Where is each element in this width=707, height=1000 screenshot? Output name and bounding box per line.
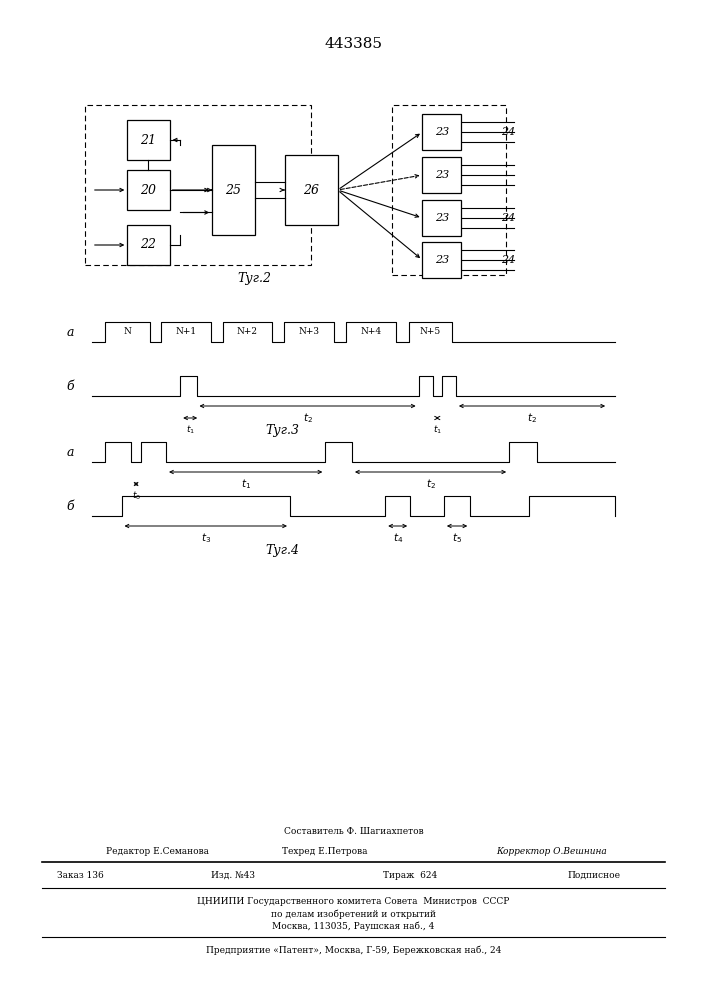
Text: N+5: N+5 — [420, 328, 441, 336]
Text: 23: 23 — [435, 213, 449, 223]
Bar — [212, 145, 255, 235]
Text: Подписное: Подписное — [568, 870, 620, 880]
Text: $t_1$: $t_1$ — [186, 424, 194, 436]
Text: а: а — [66, 326, 74, 338]
Text: 25: 25 — [226, 184, 241, 196]
Text: $t_1$: $t_1$ — [433, 424, 442, 436]
Text: $t_0$: $t_0$ — [132, 490, 141, 502]
Bar — [127, 225, 170, 265]
Text: N+4: N+4 — [361, 328, 382, 336]
Text: Изд. №43: Изд. №43 — [211, 870, 255, 880]
Bar — [127, 170, 170, 210]
Text: 21: 21 — [141, 133, 156, 146]
Text: Τуг.2: Τуг.2 — [238, 272, 271, 285]
Text: Предприятие «Патент», Москва, Г-59, Бережковская наб., 24: Предприятие «Патент», Москва, Г-59, Бере… — [206, 945, 501, 955]
Text: 443385: 443385 — [325, 37, 382, 51]
Bar — [392, 105, 506, 275]
Text: $t_2$: $t_2$ — [527, 411, 537, 425]
Text: N+1: N+1 — [175, 328, 197, 336]
Text: а: а — [66, 446, 74, 458]
Text: 24: 24 — [501, 255, 515, 265]
Text: Τуг.4: Τуг.4 — [266, 544, 300, 557]
Text: $t_3$: $t_3$ — [201, 531, 211, 545]
Text: $t_4$: $t_4$ — [392, 531, 403, 545]
Text: Тираж  624: Тираж 624 — [383, 870, 437, 880]
Text: Τуг.3: Τуг.3 — [266, 424, 300, 437]
Text: N: N — [123, 328, 132, 336]
Text: $t_1$: $t_1$ — [240, 477, 251, 491]
Text: 23: 23 — [435, 127, 449, 137]
Text: 23: 23 — [435, 255, 449, 265]
Bar — [127, 120, 170, 160]
Text: Редактор Е.Семанова: Редактор Е.Семанова — [106, 848, 209, 856]
Bar — [423, 114, 462, 150]
Text: 26: 26 — [303, 184, 319, 196]
Text: Составитель Ф. Шагиахпетов: Составитель Ф. Шагиахпетов — [284, 828, 423, 836]
Text: б: б — [66, 379, 74, 392]
Text: по делам изобретений и открытий: по делам изобретений и открытий — [271, 909, 436, 919]
Text: 22: 22 — [141, 238, 156, 251]
Text: Корректор О.Вешнина: Корректор О.Вешнина — [496, 848, 607, 856]
Text: ЦНИИПИ Государственного комитета Совета  Министров  СССР: ЦНИИПИ Государственного комитета Совета … — [197, 898, 510, 906]
Bar — [423, 242, 462, 278]
Text: $t_2$: $t_2$ — [426, 477, 436, 491]
Text: 24: 24 — [501, 213, 515, 223]
Text: б: б — [66, 499, 74, 512]
Bar — [423, 157, 462, 193]
Text: N+2: N+2 — [237, 328, 258, 336]
Text: 23: 23 — [435, 170, 449, 180]
Text: $t_5$: $t_5$ — [452, 531, 462, 545]
Bar — [85, 105, 311, 265]
Text: $t_2$: $t_2$ — [303, 411, 312, 425]
Text: 20: 20 — [141, 184, 156, 196]
Bar — [284, 155, 338, 225]
Text: Заказ 136: Заказ 136 — [57, 870, 103, 880]
Text: N+3: N+3 — [298, 328, 320, 336]
Text: 24: 24 — [501, 127, 515, 137]
Bar — [423, 200, 462, 236]
Text: Москва, 113035, Раушская наб., 4: Москва, 113035, Раушская наб., 4 — [272, 921, 435, 931]
Text: Техред Е.Петрова: Техред Е.Петрова — [283, 848, 368, 856]
